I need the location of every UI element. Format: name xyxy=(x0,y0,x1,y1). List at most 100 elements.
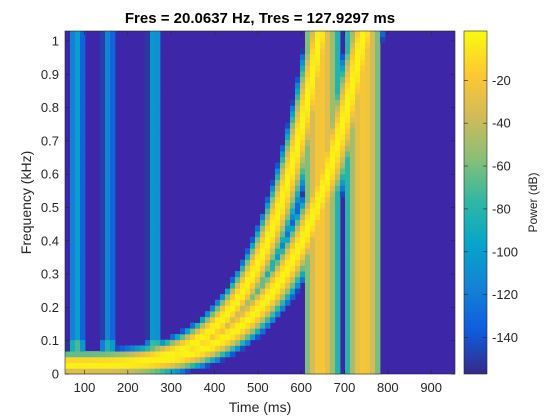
heatmap-cell xyxy=(370,202,376,209)
heatmap-cell xyxy=(230,316,236,323)
heatmap-cell xyxy=(350,213,356,221)
heatmap-cell xyxy=(325,265,331,272)
heatmap-cell xyxy=(80,93,86,100)
heatmap-cell xyxy=(365,288,371,295)
heatmap-cell xyxy=(295,288,301,295)
heatmap-cell xyxy=(155,202,161,209)
heatmap-cell xyxy=(165,339,171,346)
heatmap-cell xyxy=(75,333,81,341)
heatmap-cell xyxy=(150,208,156,215)
heatmap-cell xyxy=(70,168,76,175)
heatmap-cell xyxy=(320,368,326,375)
x-tick-label: 900 xyxy=(420,380,442,395)
heatmap-cell xyxy=(310,345,316,352)
heatmap-cell xyxy=(360,316,366,323)
heatmap-cell xyxy=(370,151,376,158)
heatmap-cell xyxy=(110,219,116,226)
heatmap-cell xyxy=(350,242,356,249)
heatmap-cell xyxy=(100,173,106,181)
heatmap-cell xyxy=(290,248,296,255)
heatmap-cell xyxy=(325,88,331,95)
heatmap-cell xyxy=(320,339,326,346)
heatmap-cell xyxy=(110,253,116,261)
heatmap-cell xyxy=(250,316,256,323)
heatmap-cell xyxy=(375,173,381,181)
heatmap-cell xyxy=(270,248,276,255)
heatmap-cell xyxy=(300,151,306,158)
heatmap-cell xyxy=(185,345,191,352)
heatmap-cell xyxy=(255,231,261,238)
heatmap-cell xyxy=(150,65,156,72)
heatmap-cell xyxy=(150,276,156,283)
heatmap-cell xyxy=(160,362,166,369)
heatmap-cell xyxy=(315,356,321,363)
heatmap-cell xyxy=(270,208,276,215)
heatmap-cell xyxy=(280,299,286,306)
heatmap-cell xyxy=(235,282,241,289)
heatmap-cell xyxy=(270,242,276,249)
heatmap-cell xyxy=(210,305,216,312)
heatmap-cell xyxy=(360,248,366,255)
heatmap-cell xyxy=(370,368,376,375)
heatmap-cell xyxy=(300,65,306,72)
heatmap-cell xyxy=(260,213,266,221)
heatmap-cell xyxy=(140,356,146,363)
heatmap-cell xyxy=(105,351,111,358)
heatmap-cell xyxy=(355,59,361,66)
heatmap-cell xyxy=(145,231,151,238)
heatmap-cell xyxy=(70,82,76,89)
heatmap-cell xyxy=(65,368,71,375)
heatmap-cell xyxy=(320,271,326,278)
heatmap-cell xyxy=(185,339,191,346)
heatmap-cell xyxy=(255,311,261,318)
heatmap-cell xyxy=(150,111,156,118)
heatmap-cell xyxy=(280,213,286,221)
heatmap-cell xyxy=(330,225,336,232)
heatmap-cell xyxy=(345,88,351,95)
heatmap-cell xyxy=(215,305,221,312)
heatmap-cell xyxy=(360,111,366,118)
heatmap-cell xyxy=(345,53,351,60)
heatmap-cell xyxy=(75,173,81,181)
heatmap-cell xyxy=(305,322,311,329)
heatmap-cell xyxy=(375,53,381,60)
heatmap-cell xyxy=(325,133,331,141)
heatmap-cell xyxy=(370,362,376,369)
heatmap-cell xyxy=(140,345,146,352)
heatmap-cell xyxy=(335,293,341,301)
heatmap-cell xyxy=(365,162,371,169)
heatmap-cell xyxy=(370,259,376,266)
heatmap-cell xyxy=(285,282,291,289)
heatmap-cell xyxy=(100,88,106,95)
heatmap-cell xyxy=(250,248,256,255)
heatmap-cell xyxy=(185,328,191,335)
heatmap-cell xyxy=(135,351,141,358)
heatmap-cell xyxy=(330,93,336,100)
heatmap-cell xyxy=(105,173,111,181)
heatmap-cell xyxy=(70,265,76,272)
heatmap-cell xyxy=(305,151,311,158)
heatmap-cell xyxy=(105,316,111,323)
heatmap-cell xyxy=(255,248,261,255)
heatmap-cell xyxy=(355,351,361,358)
heatmap-cell xyxy=(345,36,351,43)
heatmap-cell xyxy=(350,322,356,329)
heatmap-cell xyxy=(280,236,286,243)
heatmap-cell xyxy=(105,59,111,66)
heatmap-cell xyxy=(250,282,256,289)
heatmap-cell xyxy=(315,71,321,78)
heatmap-cell xyxy=(375,333,381,341)
heatmap-cell xyxy=(335,339,341,346)
x-axis: 100 200 300 400 500 600 700 800 900 xyxy=(74,31,442,395)
heatmap-cell xyxy=(315,362,321,369)
heatmap-cell xyxy=(145,162,151,169)
heatmap-cell xyxy=(370,48,376,55)
y-axis-label: Frequency (kHz) xyxy=(18,151,34,254)
heatmap xyxy=(65,31,455,375)
heatmap-cell xyxy=(150,93,156,100)
heatmap-cell xyxy=(215,316,221,323)
heatmap-cell xyxy=(265,242,271,249)
heatmap-cell xyxy=(300,111,306,118)
heatmap-cell xyxy=(225,333,231,341)
heatmap-cell xyxy=(80,265,86,272)
